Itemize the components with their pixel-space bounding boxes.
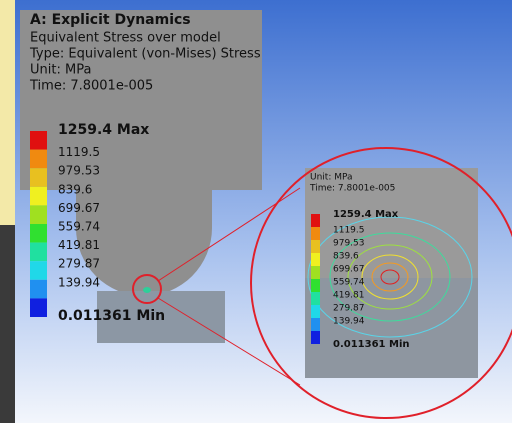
header-line: Unit: MPa (30, 63, 91, 78)
legend-label: 979.53 (58, 164, 100, 178)
legend-label: 559.74 (58, 220, 100, 234)
legend-swatch (30, 261, 47, 280)
inset-swatch (311, 253, 320, 266)
header-line: Type: Equivalent (von-Mises) Stress (29, 47, 261, 62)
inset-label: 559.74 (333, 278, 365, 288)
legend-swatch (30, 131, 47, 150)
inset-time: Time: 7.8001e-005 (309, 184, 395, 194)
inset-swatch (311, 266, 320, 279)
header-line: Equivalent Stress over model (30, 31, 221, 46)
side-image-dark (0, 225, 15, 423)
legend-label: 139.94 (58, 275, 100, 289)
inset-label: 419.81 (333, 291, 365, 301)
side-image (0, 0, 15, 225)
legend-label: 1119.5 (58, 145, 100, 159)
inset-swatch (311, 279, 320, 292)
hotspot (143, 287, 151, 293)
legend-label: 1259.4 Max (58, 122, 149, 138)
legend-label: 419.81 (58, 238, 100, 252)
legend-swatch (30, 150, 47, 169)
inset-swatch (311, 240, 320, 253)
inset-swatch (311, 331, 320, 344)
title: A: Explicit Dynamics (30, 12, 191, 28)
screenshot: A: Explicit Dynamics Unit: MPa Time: 7.8… (0, 0, 512, 423)
inset-label: 0.011361 Min (333, 339, 409, 350)
inset-label: 839.6 (333, 252, 359, 262)
inset-label: 279.87 (333, 304, 365, 314)
legend-swatch (30, 298, 47, 317)
legend-label: 0.011361 Min (58, 308, 165, 324)
inset-swatch (311, 292, 320, 305)
inset-swatch (311, 214, 320, 227)
inset-unit: Unit: MPa (310, 173, 353, 183)
inset-swatch (311, 318, 320, 331)
inset-label: 1259.4 Max (333, 209, 399, 220)
legend-swatch (30, 205, 47, 224)
legend-swatch (30, 280, 47, 299)
legend-label: 839.6 (58, 182, 92, 196)
inset-label: 1119.5 (333, 226, 365, 236)
legend-swatch (30, 168, 47, 187)
legend-swatch (30, 243, 47, 262)
inset-label: 139.94 (333, 317, 365, 327)
inset-label: 699.67 (333, 265, 365, 275)
inset-swatch (311, 227, 320, 240)
legend-swatch (30, 187, 47, 206)
legend-label: 279.87 (58, 257, 100, 271)
legend-label: 699.67 (58, 201, 100, 215)
header-line: Time: 7.8001e-005 (29, 79, 153, 94)
inset-label: 979.53 (333, 239, 365, 249)
inset-bottom (305, 278, 478, 378)
legend-swatch (30, 224, 47, 243)
inset-swatch (311, 305, 320, 318)
